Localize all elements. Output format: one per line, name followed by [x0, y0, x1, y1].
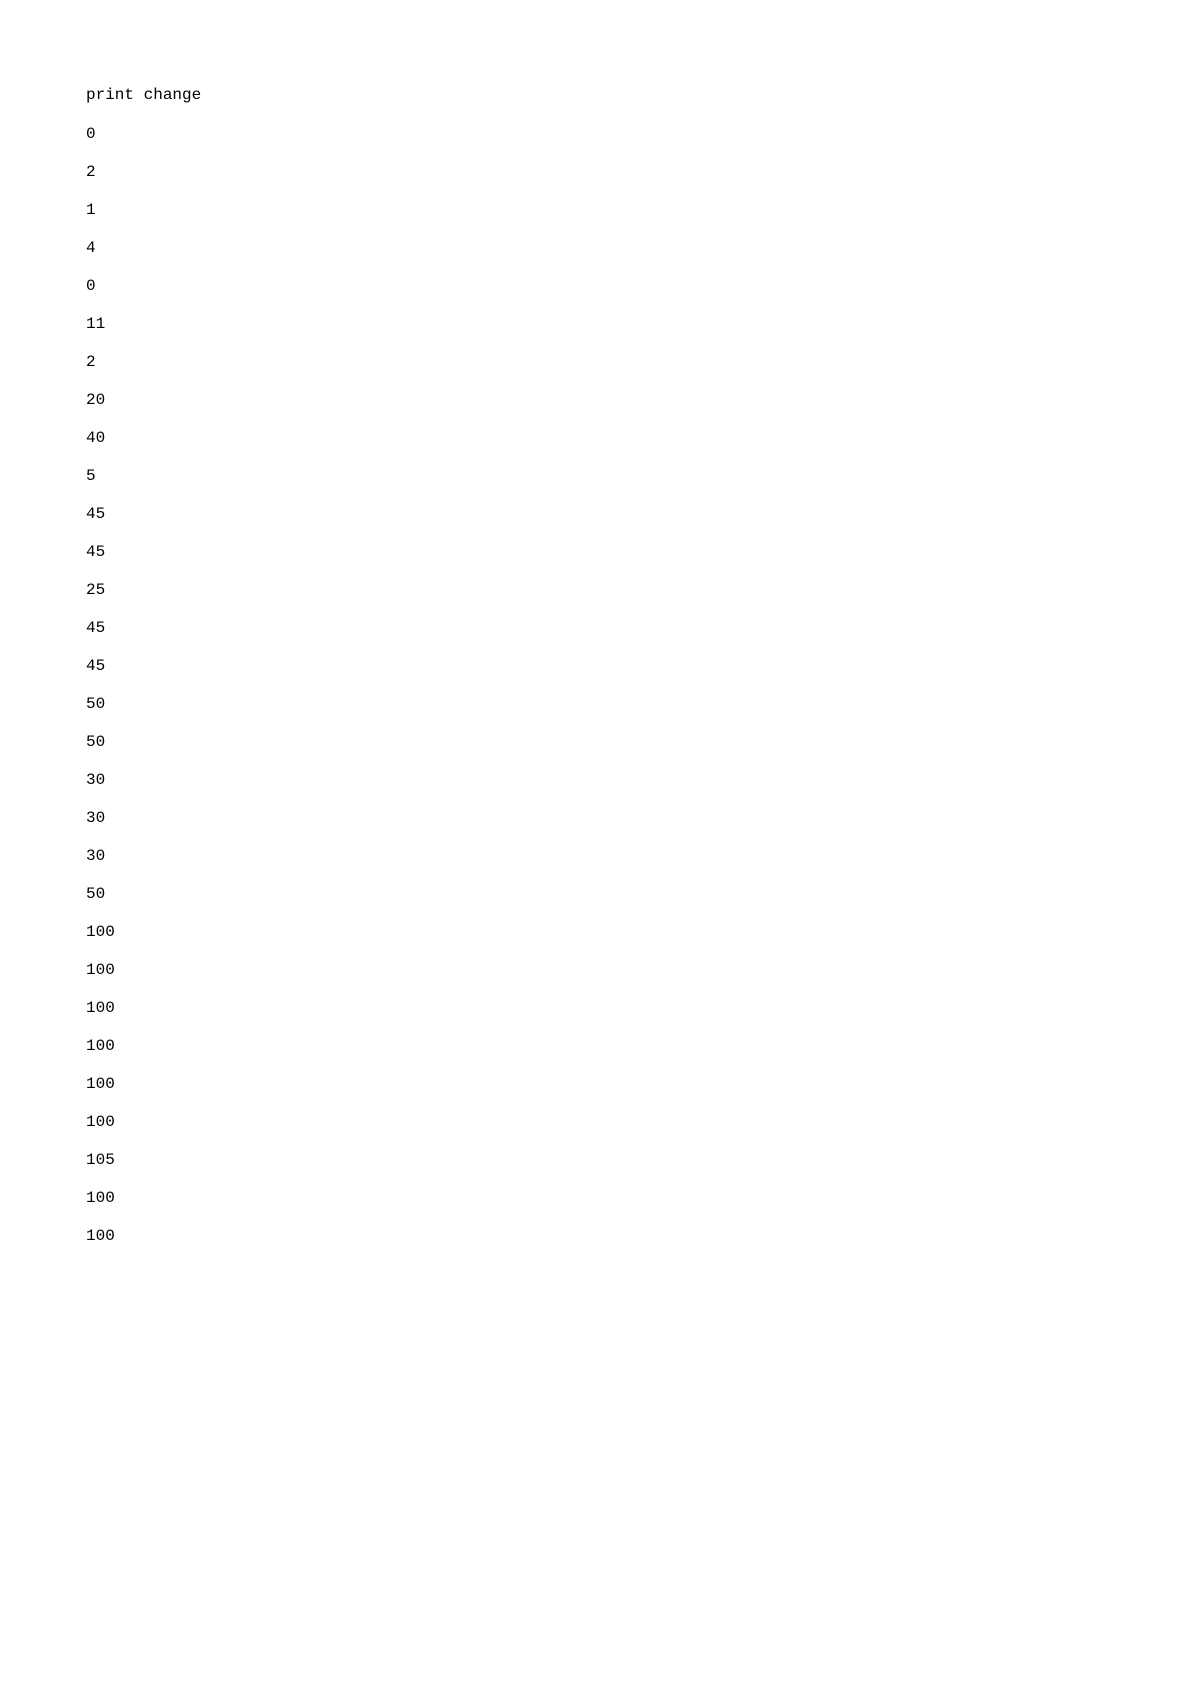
print-statement: print change	[86, 86, 1200, 104]
output-value: 100	[86, 1228, 1200, 1244]
output-value: 105	[86, 1152, 1200, 1168]
output-value: 20	[86, 392, 1200, 408]
output-value: 2	[86, 354, 1200, 370]
values-list: 0214011220405454525454550503030305010010…	[86, 126, 1200, 1244]
output-container: print change 021401122040545452545455050…	[0, 0, 1200, 1244]
output-value: 5	[86, 468, 1200, 484]
output-value: 2	[86, 164, 1200, 180]
output-value: 1	[86, 202, 1200, 218]
output-value: 40	[86, 430, 1200, 446]
output-value: 100	[86, 1190, 1200, 1206]
output-value: 11	[86, 316, 1200, 332]
output-value: 100	[86, 1038, 1200, 1054]
output-value: 45	[86, 658, 1200, 674]
output-value: 100	[86, 1000, 1200, 1016]
output-value: 100	[86, 1076, 1200, 1092]
output-value: 50	[86, 734, 1200, 750]
output-value: 25	[86, 582, 1200, 598]
output-value: 4	[86, 240, 1200, 256]
output-value: 100	[86, 924, 1200, 940]
output-value: 100	[86, 962, 1200, 978]
output-value: 50	[86, 696, 1200, 712]
output-value: 0	[86, 278, 1200, 294]
output-value: 30	[86, 772, 1200, 788]
output-value: 0	[86, 126, 1200, 142]
output-value: 50	[86, 886, 1200, 902]
output-value: 30	[86, 810, 1200, 826]
output-value: 100	[86, 1114, 1200, 1130]
output-value: 30	[86, 848, 1200, 864]
output-value: 45	[86, 620, 1200, 636]
output-value: 45	[86, 544, 1200, 560]
output-value: 45	[86, 506, 1200, 522]
